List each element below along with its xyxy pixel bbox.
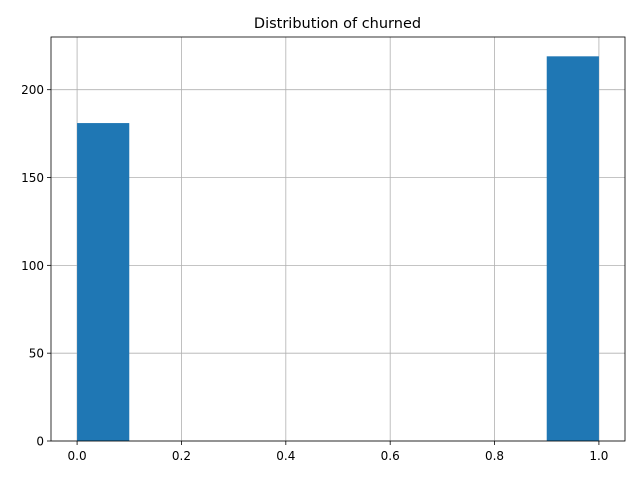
x-axis: 0.0 0.2 0.4 0.6 0.8 1.0	[68, 441, 608, 463]
x-tick-label: 0.2	[172, 449, 191, 463]
x-tick-label: 0.0	[68, 449, 87, 463]
y-tick-label: 100	[21, 259, 44, 273]
grid	[51, 37, 625, 442]
y-tick-label: 0	[36, 435, 44, 449]
y-tick-label: 150	[21, 171, 44, 185]
x-tick-label: 1.0	[589, 449, 608, 463]
x-tick-label: 0.8	[485, 449, 504, 463]
y-axis: 0 50 100 150 200	[21, 83, 51, 449]
y-tick-label: 50	[29, 347, 44, 361]
histogram-bar	[546, 56, 599, 441]
chart-title: Distribution of churned	[254, 16, 421, 32]
plot-frame	[50, 36, 626, 442]
y-tick-label: 200	[21, 83, 44, 97]
histogram-bar	[77, 123, 130, 441]
x-tick-label: 0.4	[276, 449, 295, 463]
x-tick-label: 0.6	[381, 449, 400, 463]
bars	[77, 56, 599, 441]
